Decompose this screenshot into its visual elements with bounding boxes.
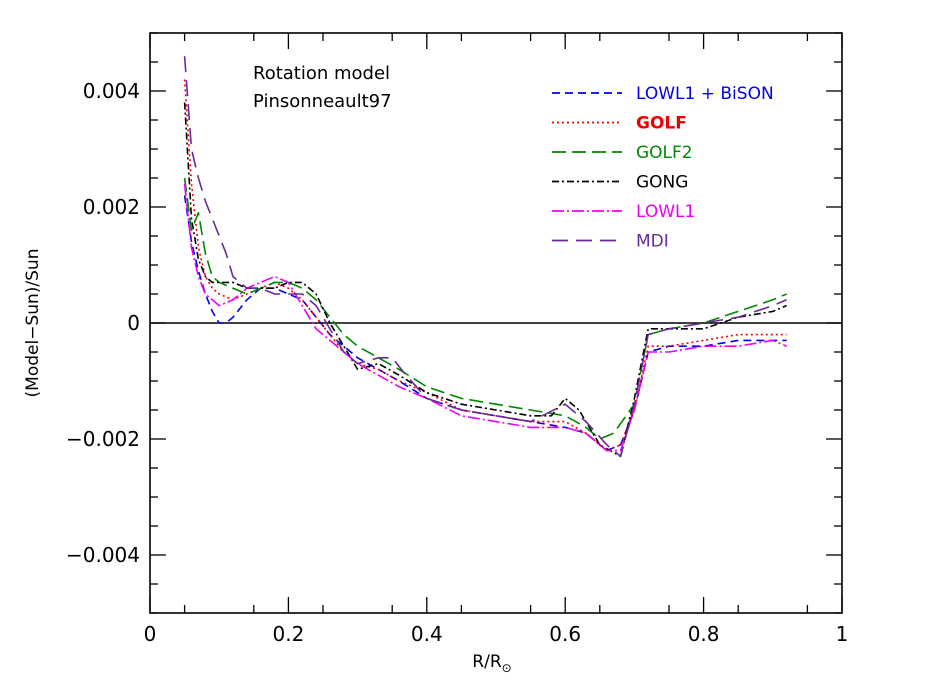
annotation-text: Rotation model [253,63,390,84]
series-group [183,56,787,458]
series-line-5 [183,183,787,452]
y-tick-label: 0.004 [83,79,140,103]
legend-label: LOWL1 [636,202,695,222]
annotation-text: Pinsonneault97 [253,91,392,112]
y-tick-label: −0.002 [66,427,140,451]
legend: LOWL1 + BiSON GOLF GOLF2 GONG LOWL1 MDI [552,84,774,252]
legend-label: GOLF [636,114,687,134]
y-tick-label: 0 [127,311,140,335]
series-line-6 [183,56,787,458]
legend-label: LOWL1 + BiSON [636,84,774,104]
annotations: Rotation model Pinsonneault97 [253,63,392,112]
x-tick-label: 0.4 [411,622,443,646]
y-tick-label: −0.004 [66,543,140,567]
series-line-3 [183,177,787,440]
legend-label: GONG [636,173,688,193]
legend-label: MDI [636,232,669,252]
x-axis-label-subscript: ⊙ [502,661,512,675]
x-tick-label: 0 [144,622,157,646]
legend-label: GOLF2 [636,143,693,163]
x-tick-label: 0.6 [549,622,581,646]
series-line-4 [183,102,787,458]
x-axis-label-main: R/R [472,652,502,672]
x-tick-label: 1 [836,622,849,646]
y-axis-label: (Model−Sun)/Sun [23,249,43,398]
series-line-2 [183,79,787,452]
x-tick-label: 0.8 [688,622,720,646]
y-tick-label: 0.002 [83,195,140,219]
x-axis-label: R/R⊙ [472,652,511,675]
x-tick-label: 0.2 [272,622,304,646]
axes: 0 0.2 0.4 0.6 0.8 1 −0.004 −0.002 0 0.002 0.004 R/R… [23,32,849,675]
